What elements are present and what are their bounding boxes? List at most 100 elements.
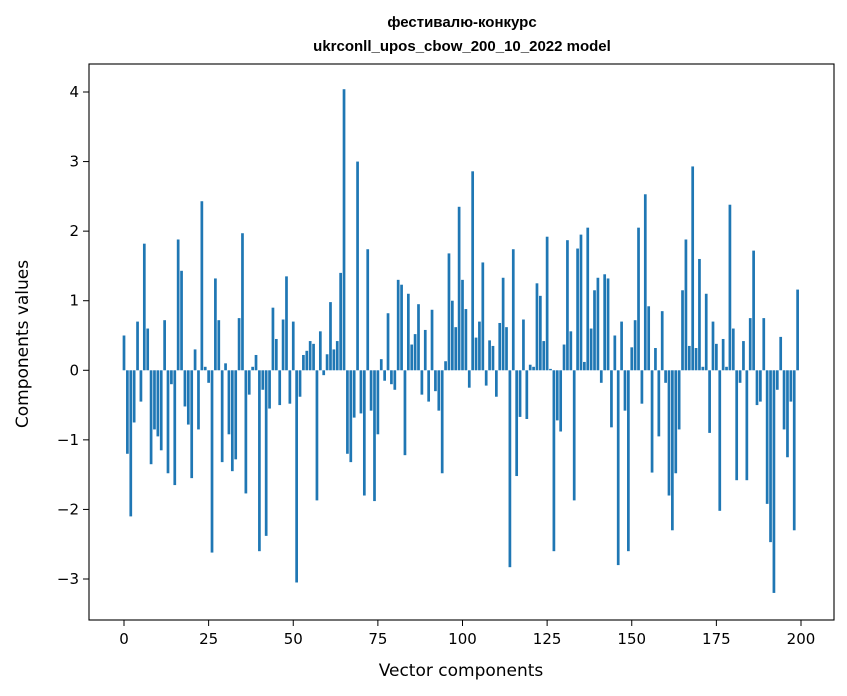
bar (180, 270, 183, 371)
bar (610, 370, 613, 428)
bar (214, 278, 217, 371)
bar (701, 366, 705, 371)
x-axis-ticks: 0 25 50 75 100 125 150 175 200 (119, 620, 815, 648)
bar (711, 321, 715, 371)
bar (430, 309, 434, 371)
bar (772, 370, 776, 593)
bar (315, 370, 319, 501)
bar (183, 370, 187, 407)
bar (748, 318, 752, 371)
bar (539, 295, 542, 371)
bar (264, 370, 268, 536)
bar (562, 344, 566, 371)
bar (715, 343, 718, 371)
bar (450, 300, 454, 371)
bar (640, 370, 644, 404)
bar (278, 370, 282, 406)
bar (210, 370, 214, 553)
bar (545, 236, 549, 371)
bar (335, 341, 339, 371)
bar (423, 329, 427, 371)
bar (417, 304, 420, 371)
bar (173, 370, 177, 486)
bar (271, 307, 275, 371)
chart-title-line2: ukrconll_upos_cbow_200_10_2022 model (313, 38, 611, 55)
y-tick-label: −2 (57, 500, 79, 518)
y-tick-label: 2 (69, 222, 79, 240)
bar (244, 370, 248, 494)
bar (515, 370, 519, 477)
bar (508, 370, 512, 568)
bar (186, 370, 190, 425)
bar (687, 345, 691, 371)
bar (132, 370, 136, 423)
bar (694, 348, 698, 371)
bar (559, 370, 563, 432)
bar (220, 370, 224, 463)
bar (153, 370, 156, 430)
plot-frame (88, 63, 835, 621)
bar (298, 370, 302, 397)
bar (620, 321, 623, 371)
bar (677, 370, 681, 430)
bar (281, 319, 285, 371)
bar (491, 345, 495, 371)
bar (302, 354, 305, 371)
y-tick-label: −3 (57, 570, 79, 588)
bar (305, 350, 309, 371)
bar (718, 370, 722, 511)
bar (136, 321, 139, 371)
bar (366, 249, 370, 371)
bar (170, 370, 173, 385)
bar (325, 354, 329, 371)
bar (728, 204, 732, 371)
bar (241, 233, 244, 371)
bar (471, 171, 475, 371)
bar (596, 277, 600, 371)
bar (731, 328, 735, 371)
bar (745, 370, 749, 481)
bar (359, 370, 363, 414)
bar (362, 370, 366, 496)
bar (501, 277, 505, 371)
bar (420, 370, 424, 395)
bar (704, 293, 708, 371)
bar (599, 370, 603, 383)
bar (291, 321, 295, 371)
bar (589, 328, 593, 371)
bar (258, 370, 261, 552)
x-tick-label: 125 (533, 630, 562, 648)
bar (684, 239, 688, 371)
bar (393, 370, 397, 390)
bar (247, 370, 251, 395)
bar (146, 328, 150, 371)
bar (681, 290, 684, 371)
bar (139, 370, 143, 402)
bar (386, 313, 390, 371)
x-tick-label: 100 (448, 630, 477, 648)
bar (569, 331, 573, 371)
bar (403, 370, 407, 456)
bar (532, 366, 535, 371)
bar (755, 370, 759, 406)
y-tick-label: 1 (69, 292, 79, 310)
bar (792, 370, 796, 531)
bar (603, 274, 607, 371)
bar (346, 370, 349, 454)
bar (329, 302, 332, 371)
bar (373, 370, 376, 502)
bar (369, 370, 373, 411)
bar (149, 370, 153, 465)
bar (725, 366, 728, 371)
bar (285, 276, 288, 371)
bar (769, 370, 772, 543)
bar (288, 370, 292, 404)
bar (308, 341, 312, 371)
x-tick-label: 50 (284, 630, 303, 648)
bar (579, 234, 583, 371)
bar (549, 368, 552, 371)
bar (606, 278, 610, 371)
y-axis-label: Components values (13, 260, 33, 428)
bar (126, 370, 129, 454)
